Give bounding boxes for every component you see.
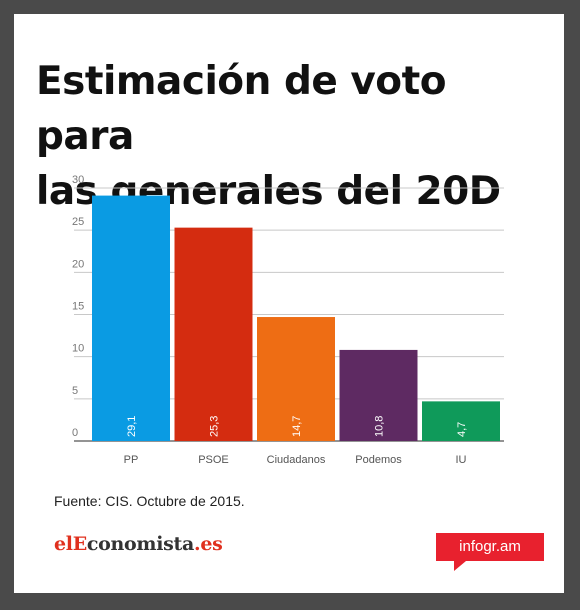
x-tick-label: IU: [456, 454, 467, 466]
logo-part-e: E: [72, 533, 87, 555]
y-tick-label: 5: [72, 385, 78, 397]
title-line-1: Estimación de voto para: [36, 59, 447, 159]
bar-iu: [422, 401, 500, 441]
y-tick-label: 25: [72, 216, 84, 228]
bar-chart: 0 5 10 15 20 25 30 29,1 PP 25,3 PSOE 14,7 Ciudadanos…: [72, 174, 504, 466]
y-tick-label: 30: [72, 174, 84, 186]
x-tick-label: PP: [124, 454, 139, 466]
x-tick-label: Ciudadanos: [267, 454, 326, 466]
data-label: 29,1: [126, 416, 138, 437]
source-note: Fuente: CIS. Octubre de 2015.: [54, 493, 245, 509]
y-tick-label: 10: [72, 343, 84, 355]
logo-part-el: el: [54, 533, 73, 555]
x-tick-label: PSOE: [198, 454, 229, 466]
data-label: 25,3: [209, 416, 221, 437]
y-tick-label: 15: [72, 301, 84, 313]
logo-part-es: .es: [194, 533, 223, 555]
data-label: 10,8: [374, 416, 386, 437]
eleconomista-logo[interactable]: elEconomista.es: [54, 533, 223, 555]
infogram-badge-tail: [454, 561, 466, 571]
bar-ciudadanos: [257, 317, 335, 441]
x-tick-label: Podemos: [355, 454, 402, 466]
bar-psoe: [174, 227, 253, 441]
chart-title: Estimación de voto para las generales de…: [36, 54, 556, 219]
chart-card: Estimación de voto para las generales de…: [14, 14, 564, 593]
data-label: 4,7: [456, 422, 468, 437]
bar-podemos: [339, 349, 418, 441]
bar-pp: [92, 195, 170, 441]
logo-part-conomista: conomista: [86, 533, 195, 555]
y-tick-label: 0: [72, 427, 78, 439]
data-label: 14,7: [291, 416, 303, 437]
y-tick-label: 20: [72, 258, 84, 270]
infogram-badge[interactable]: infogr.am: [436, 533, 544, 561]
